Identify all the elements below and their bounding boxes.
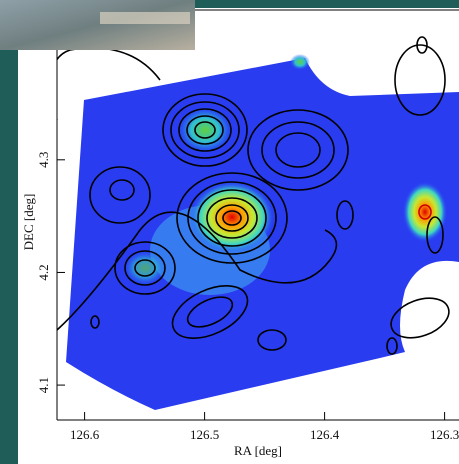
x-tick-label: 126.5	[190, 427, 219, 442]
y-tick-label: 4.2	[36, 264, 51, 280]
side-band	[0, 0, 18, 464]
y-axis-label: DEC [deg]	[21, 194, 36, 251]
photo-overlay	[0, 0, 195, 50]
x-tick-label: 126.6	[70, 427, 100, 442]
x-tick-label: 126.4	[310, 427, 340, 442]
photo-building	[100, 12, 190, 24]
y-tick-label: 4.3	[36, 152, 51, 168]
y-tick-label: 4.1	[36, 377, 51, 393]
top-band	[195, 0, 459, 8]
x-axis-label: RA [deg]	[234, 443, 282, 458]
x-tick-label: 126.3	[430, 427, 459, 442]
map-image	[57, 36, 459, 410]
